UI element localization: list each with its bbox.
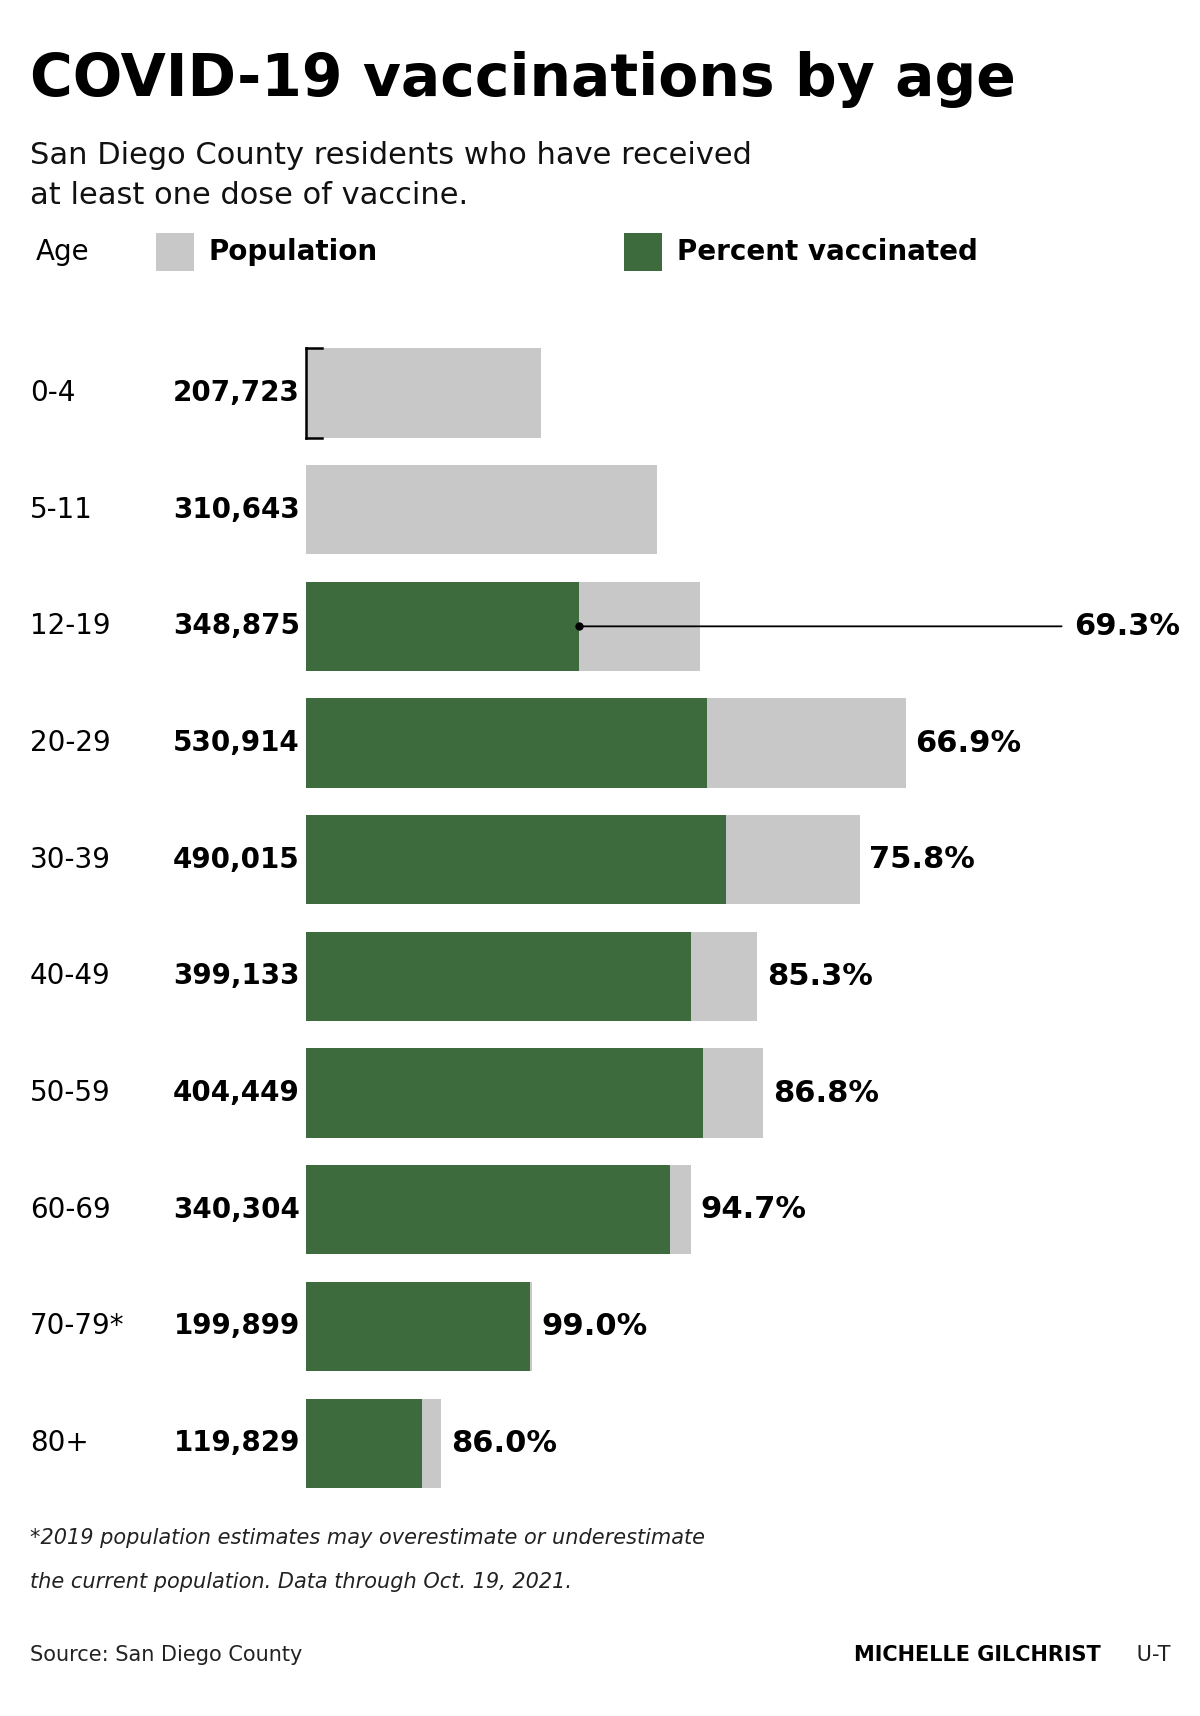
Bar — [306, 1282, 532, 1371]
Bar — [306, 1282, 529, 1371]
Bar — [306, 1399, 442, 1488]
Text: U-T: U-T — [1129, 1644, 1170, 1665]
Bar — [306, 698, 906, 788]
Text: San Diego County residents who have received
at least one dose of vaccine.: San Diego County residents who have rece… — [30, 141, 752, 211]
Bar — [306, 582, 701, 671]
Bar — [306, 932, 691, 1021]
Text: 340,304: 340,304 — [173, 1196, 300, 1224]
Text: 70-79*: 70-79* — [30, 1313, 125, 1340]
Text: 399,133: 399,133 — [174, 963, 300, 990]
Text: 20-29: 20-29 — [30, 729, 110, 757]
Text: 60-69: 60-69 — [30, 1196, 110, 1224]
Text: 85.3%: 85.3% — [767, 963, 872, 990]
Text: 75.8%: 75.8% — [869, 846, 976, 873]
Text: 207,723: 207,723 — [173, 379, 300, 407]
Bar — [306, 1165, 671, 1254]
Text: 86.8%: 86.8% — [773, 1079, 878, 1107]
Text: 40-49: 40-49 — [30, 963, 110, 990]
Bar — [306, 932, 757, 1021]
Text: 5-11: 5-11 — [30, 496, 92, 523]
Text: 530,914: 530,914 — [173, 729, 300, 757]
Bar — [306, 1048, 763, 1138]
Text: 99.0%: 99.0% — [541, 1313, 648, 1340]
Bar — [624, 233, 662, 271]
Bar — [306, 465, 658, 554]
Text: 86.0%: 86.0% — [451, 1429, 557, 1457]
Text: 348,875: 348,875 — [173, 613, 300, 640]
Bar — [306, 1399, 422, 1488]
Text: Source: San Diego County: Source: San Diego County — [30, 1644, 302, 1665]
Text: the current population. Data through Oct. 19, 2021.: the current population. Data through Oct… — [30, 1572, 572, 1592]
Text: 94.7%: 94.7% — [700, 1196, 806, 1224]
Bar — [306, 815, 726, 904]
Text: 0-4: 0-4 — [30, 379, 76, 407]
Bar — [306, 815, 859, 904]
Text: 199,899: 199,899 — [174, 1313, 300, 1340]
Text: 310,643: 310,643 — [173, 496, 300, 523]
Text: MICHELLE GILCHRIST: MICHELLE GILCHRIST — [853, 1644, 1100, 1665]
Bar — [156, 233, 194, 271]
Text: 66.9%: 66.9% — [916, 729, 1021, 757]
Text: 80+: 80+ — [30, 1429, 89, 1457]
Text: 490,015: 490,015 — [173, 846, 300, 873]
Text: 404,449: 404,449 — [173, 1079, 300, 1107]
Text: 12-19: 12-19 — [30, 613, 110, 640]
Text: 69.3%: 69.3% — [1074, 613, 1180, 640]
Text: 119,829: 119,829 — [174, 1429, 300, 1457]
Bar — [306, 348, 541, 438]
Bar — [306, 1165, 690, 1254]
Text: *2019 population estimates may overestimate or underestimate: *2019 population estimates may overestim… — [30, 1527, 706, 1548]
Bar — [306, 698, 708, 788]
Bar — [306, 582, 580, 671]
Bar — [306, 1048, 703, 1138]
Text: 30-39: 30-39 — [30, 846, 112, 873]
Text: Population: Population — [209, 239, 378, 266]
Text: 50-59: 50-59 — [30, 1079, 110, 1107]
Text: Age: Age — [36, 239, 90, 266]
Text: COVID-19 vaccinations by age: COVID-19 vaccinations by age — [30, 51, 1016, 108]
Text: Percent vaccinated: Percent vaccinated — [677, 239, 978, 266]
